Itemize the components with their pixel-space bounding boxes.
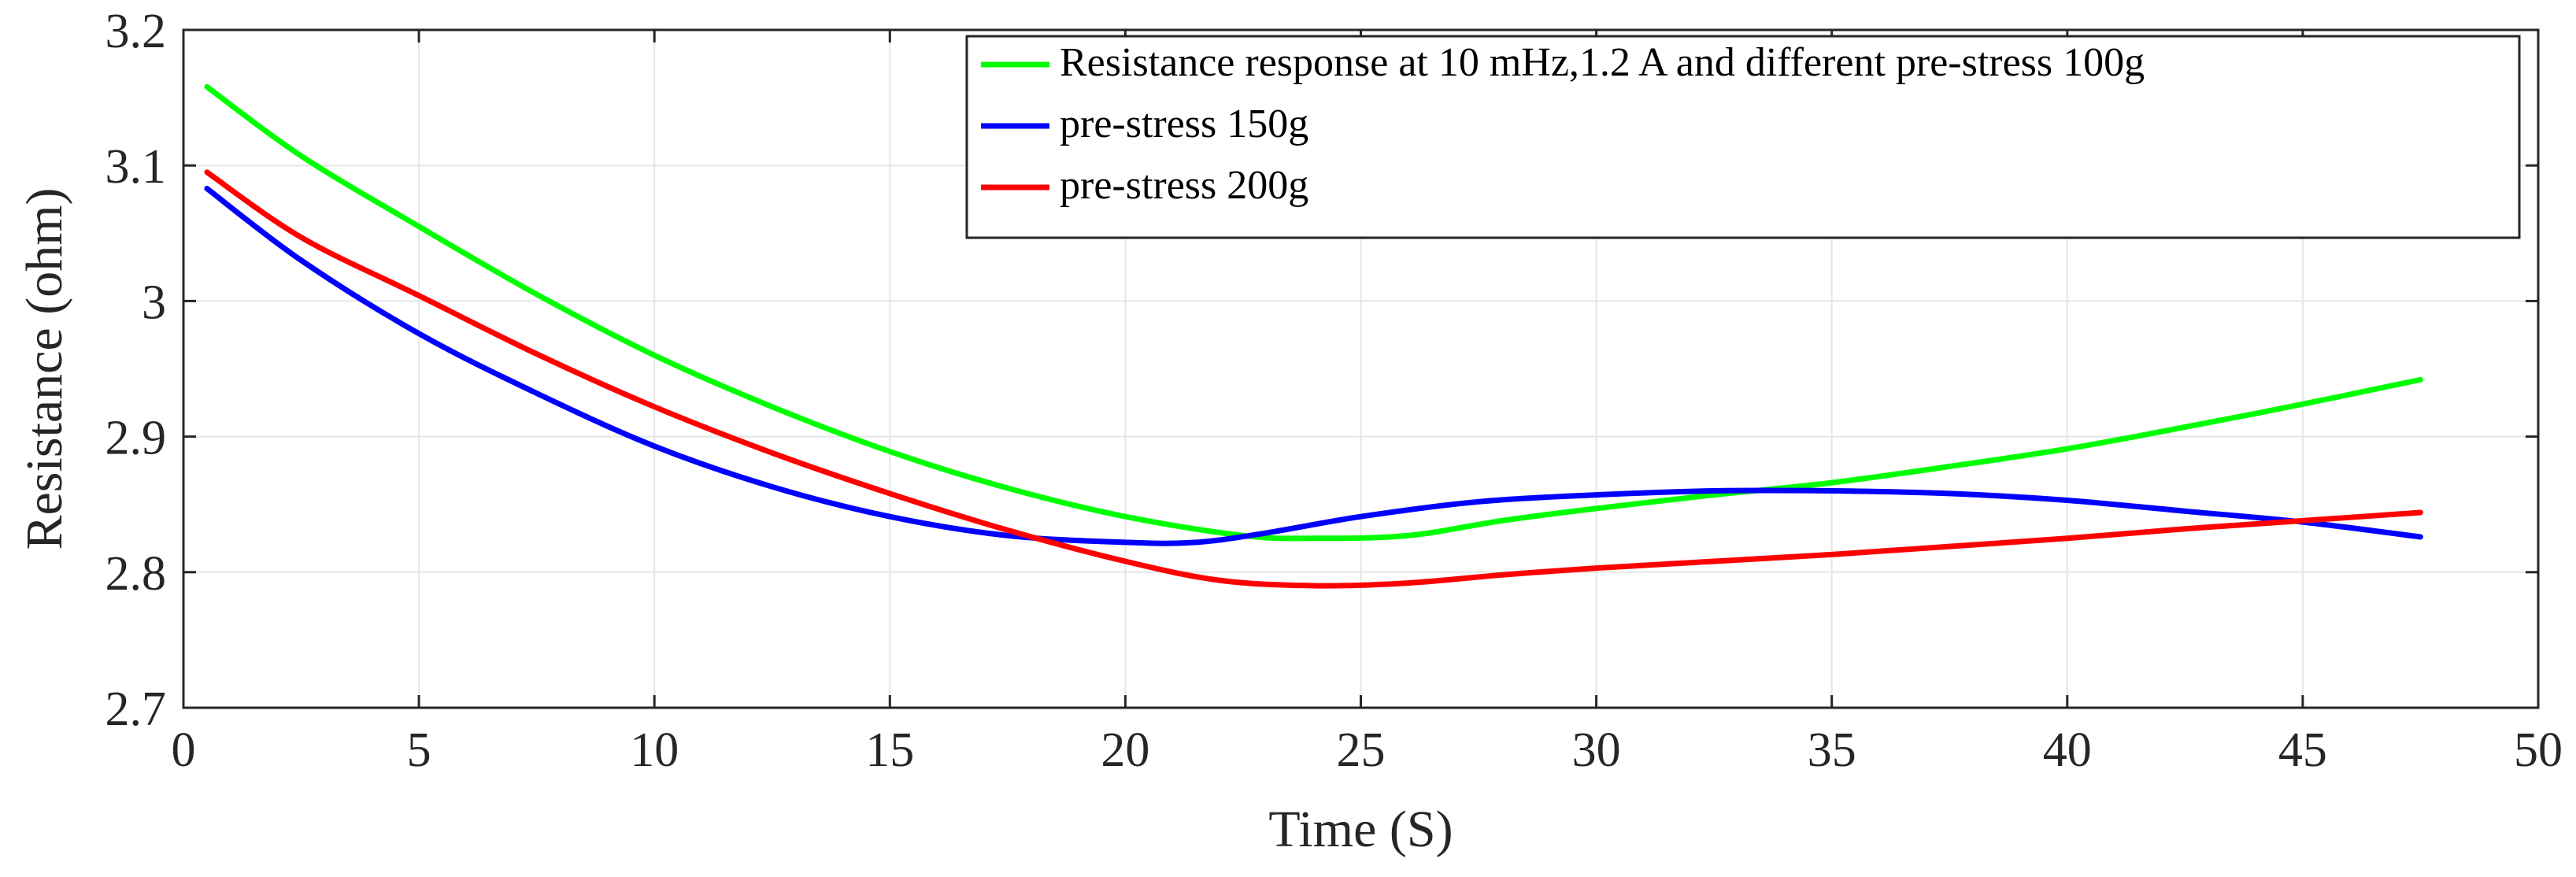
x-tick-label: 45 xyxy=(2278,723,2327,777)
x-tick-label: 50 xyxy=(2514,723,2563,777)
y-tick-label: 2.8 xyxy=(105,547,167,601)
y-axis-title: Resistance (ohm) xyxy=(16,187,73,550)
x-tick-label: 0 xyxy=(172,723,196,777)
legend-entry-label: pre-stress 150g xyxy=(1060,102,1308,146)
series-lines xyxy=(204,83,2423,589)
y-tick-label: 3.1 xyxy=(105,140,167,194)
axis-ticks: 0 5 10 15 20 25 30 35 40 45 50 2.7 2.8 2.9 3 3.1 3.2 xyxy=(105,5,2563,777)
x-tick-label: 40 xyxy=(2043,723,2092,777)
y-tick-label: 3.2 xyxy=(105,5,167,58)
x-tick-label: 20 xyxy=(1101,723,1149,777)
y-tick-label: 2.9 xyxy=(105,412,167,465)
series-line-1 xyxy=(204,83,2423,542)
legend-entry-label: Resistance response at 10 mHz,1.2 A and … xyxy=(1060,40,2145,85)
x-tick-label: 25 xyxy=(1337,723,1386,777)
x-tick-label: 35 xyxy=(1808,723,1856,777)
series-line-3 xyxy=(204,169,2423,589)
x-tick-label: 10 xyxy=(630,723,679,777)
x-tick-label: 30 xyxy=(1572,723,1621,777)
series-line-2 xyxy=(204,186,2423,546)
legend-entry-label: pre-stress 200g xyxy=(1060,163,1308,208)
x-tick-label: 5 xyxy=(407,723,431,777)
legend: Resistance response at 10 mHz,1.2 A and … xyxy=(965,35,2521,239)
y-tick-label: 3 xyxy=(142,276,166,329)
x-tick-label: 15 xyxy=(865,723,914,777)
y-tick-label: 2.7 xyxy=(105,683,167,736)
x-axis-title: Time (S) xyxy=(1268,801,1453,858)
legend-box xyxy=(965,35,2521,239)
